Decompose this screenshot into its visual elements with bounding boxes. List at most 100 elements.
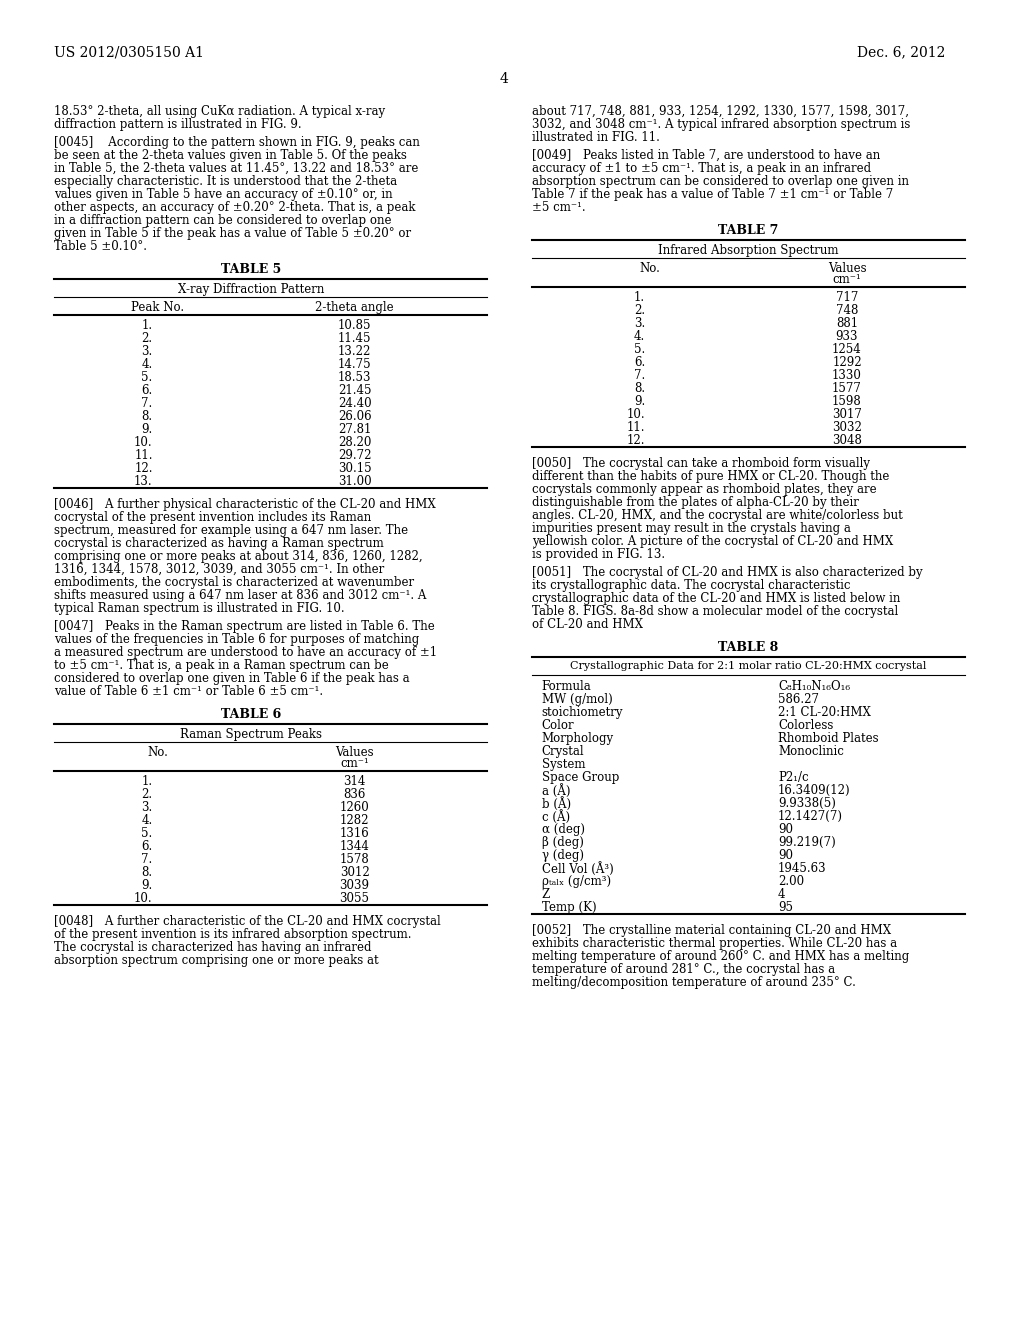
Text: 3.: 3.	[141, 801, 153, 814]
Text: 18.53° 2-theta, all using CuKα radiation. A typical x-ray: 18.53° 2-theta, all using CuKα radiation…	[54, 106, 385, 117]
Text: be seen at the 2-theta values given in Table 5. Of the peaks: be seen at the 2-theta values given in T…	[54, 149, 408, 162]
Text: 2.: 2.	[141, 333, 153, 345]
Text: 7.: 7.	[141, 397, 153, 411]
Text: 586.27: 586.27	[778, 693, 819, 706]
Text: X-ray Diffraction Pattern: X-ray Diffraction Pattern	[178, 282, 325, 296]
Text: value of Table 6 ±1 cm⁻¹ or Table 6 ±5 cm⁻¹.: value of Table 6 ±1 cm⁻¹ or Table 6 ±5 c…	[54, 685, 324, 698]
Text: 11.45: 11.45	[338, 333, 372, 345]
Text: 7.: 7.	[634, 370, 645, 381]
Text: about 717, 748, 881, 933, 1254, 1292, 1330, 1577, 1598, 3017,: about 717, 748, 881, 933, 1254, 1292, 13…	[531, 106, 909, 117]
Text: 5.: 5.	[634, 343, 645, 356]
Text: cocrystal of the present invention includes its Raman: cocrystal of the present invention inclu…	[54, 511, 372, 524]
Text: 29.72: 29.72	[338, 449, 372, 462]
Text: values of the frequencies in Table 6 for purposes of matching: values of the frequencies in Table 6 for…	[54, 634, 420, 645]
Text: Table 5 ±0.10°.: Table 5 ±0.10°.	[54, 240, 147, 253]
Text: other aspects, an accuracy of ±0.20° 2-theta. That is, a peak: other aspects, an accuracy of ±0.20° 2-t…	[54, 201, 416, 214]
Text: [0048] A further characteristic of the CL-20 and HMX cocrystal: [0048] A further characteristic of the C…	[54, 915, 441, 928]
Text: 8.: 8.	[634, 381, 645, 395]
Text: impurities present may result in the crystals having a: impurities present may result in the cry…	[531, 521, 851, 535]
Text: 1316: 1316	[340, 828, 370, 840]
Text: Temp (K): Temp (K)	[542, 902, 596, 913]
Text: diffraction pattern is illustrated in FIG. 9.: diffraction pattern is illustrated in FI…	[54, 117, 302, 131]
Text: Peak No.: Peak No.	[131, 301, 184, 314]
Text: embodiments, the cocrystal is characterized at wavenumber: embodiments, the cocrystal is characteri…	[54, 576, 415, 589]
Text: Raman Spectrum Peaks: Raman Spectrum Peaks	[180, 729, 323, 741]
Text: 1577: 1577	[833, 381, 862, 395]
Text: ±5 cm⁻¹.: ±5 cm⁻¹.	[531, 201, 586, 214]
Text: considered to overlap one given in Table 6 if the peak has a: considered to overlap one given in Table…	[54, 672, 410, 685]
Text: 314: 314	[343, 775, 366, 788]
Text: 31.00: 31.00	[338, 475, 372, 488]
Text: 1254: 1254	[833, 343, 862, 356]
Text: 26.06: 26.06	[338, 411, 372, 422]
Text: 2:1 CL-20:HMX: 2:1 CL-20:HMX	[778, 706, 870, 719]
Text: Infrared Absorption Spectrum: Infrared Absorption Spectrum	[658, 244, 839, 257]
Text: Crystal: Crystal	[542, 744, 585, 758]
Text: 1282: 1282	[340, 814, 370, 828]
Text: The cocrystal is characterized has having an infrared: The cocrystal is characterized has havin…	[54, 941, 372, 954]
Text: 18.53: 18.53	[338, 371, 372, 384]
Text: different than the habits of pure HMX or CL-20. Though the: different than the habits of pure HMX or…	[531, 470, 889, 483]
Text: 9.: 9.	[141, 879, 153, 892]
Text: absorption spectrum can be considered to overlap one given in: absorption spectrum can be considered to…	[531, 176, 909, 187]
Text: [0051] The cocrystal of CL-20 and HMX is also characterized by: [0051] The cocrystal of CL-20 and HMX is…	[531, 566, 923, 579]
Text: cocrystal is characterized as having a Raman spectrum: cocrystal is characterized as having a R…	[54, 537, 384, 550]
Text: 9.: 9.	[634, 395, 645, 408]
Text: exhibits characteristic thermal properties. While CL-20 has a: exhibits characteristic thermal properti…	[531, 937, 897, 950]
Text: 3.: 3.	[634, 317, 645, 330]
Text: 6.: 6.	[141, 840, 153, 853]
Text: 16.3409(12): 16.3409(12)	[778, 784, 851, 797]
Text: Morphology: Morphology	[542, 733, 613, 744]
Text: 5.: 5.	[141, 828, 153, 840]
Text: Values: Values	[827, 261, 866, 275]
Text: shifts measured using a 647 nm laser at 836 and 3012 cm⁻¹. A: shifts measured using a 647 nm laser at …	[54, 589, 427, 602]
Text: System: System	[542, 758, 585, 771]
Text: Table 8. FIGS. 8a-8d show a molecular model of the cocrystal: Table 8. FIGS. 8a-8d show a molecular mo…	[531, 605, 898, 618]
Text: 13.: 13.	[134, 475, 153, 488]
Text: 1598: 1598	[833, 395, 862, 408]
Text: 3.: 3.	[141, 345, 153, 358]
Text: 1.: 1.	[141, 775, 153, 788]
Text: especially characteristic. It is understood that the 2-theta: especially characteristic. It is underst…	[54, 176, 397, 187]
Text: 1578: 1578	[340, 853, 370, 866]
Text: 8.: 8.	[141, 866, 153, 879]
Text: 1.: 1.	[141, 319, 153, 333]
Text: 3039: 3039	[340, 879, 370, 892]
Text: 2.00: 2.00	[778, 875, 804, 888]
Text: 10.: 10.	[134, 436, 153, 449]
Text: 21.45: 21.45	[338, 384, 372, 397]
Text: [0045]    According to the pattern shown in FIG. 9, peaks can: [0045] According to the pattern shown in…	[54, 136, 420, 149]
Text: 1292: 1292	[833, 356, 862, 370]
Text: b (Å): b (Å)	[542, 797, 570, 810]
Text: 12.1427(7): 12.1427(7)	[778, 810, 843, 822]
Text: ρₜₐₗₓ (g/cm³): ρₜₐₗₓ (g/cm³)	[542, 875, 610, 888]
Text: 9.: 9.	[141, 422, 153, 436]
Text: 3048: 3048	[833, 434, 862, 447]
Text: 5.: 5.	[141, 371, 153, 384]
Text: cocrystals commonly appear as rhomboid plates, they are: cocrystals commonly appear as rhomboid p…	[531, 483, 877, 496]
Text: 6.: 6.	[141, 384, 153, 397]
Text: Colorless: Colorless	[778, 719, 834, 733]
Text: [0046] A further physical characteristic of the CL-20 and HMX: [0046] A further physical characteristic…	[54, 498, 436, 511]
Text: 10.85: 10.85	[338, 319, 372, 333]
Text: 14.75: 14.75	[338, 358, 372, 371]
Text: 30.15: 30.15	[338, 462, 372, 475]
Text: 3017: 3017	[833, 408, 862, 421]
Text: Monoclinic: Monoclinic	[778, 744, 844, 758]
Text: 6.: 6.	[634, 356, 645, 370]
Text: 2-theta angle: 2-theta angle	[315, 301, 394, 314]
Text: 12.: 12.	[134, 462, 153, 475]
Text: accuracy of ±1 to ±5 cm⁻¹. That is, a peak in an infrared: accuracy of ±1 to ±5 cm⁻¹. That is, a pe…	[531, 162, 871, 176]
Text: 1330: 1330	[833, 370, 862, 381]
Text: typical Raman spectrum is illustrated in FIG. 10.: typical Raman spectrum is illustrated in…	[54, 602, 345, 615]
Text: Values: Values	[335, 746, 374, 759]
Text: 717: 717	[836, 290, 858, 304]
Text: angles. CL-20, HMX, and the cocrystal are white/colorless but: angles. CL-20, HMX, and the cocrystal ar…	[531, 510, 902, 521]
Text: γ (deg): γ (deg)	[542, 849, 584, 862]
Text: temperature of around 281° C., the cocrystal has a: temperature of around 281° C., the cocry…	[531, 964, 835, 975]
Text: Z: Z	[542, 888, 550, 902]
Text: 3032: 3032	[833, 421, 862, 434]
Text: 90: 90	[778, 822, 793, 836]
Text: 10.: 10.	[627, 408, 645, 421]
Text: stoichiometry: stoichiometry	[542, 706, 624, 719]
